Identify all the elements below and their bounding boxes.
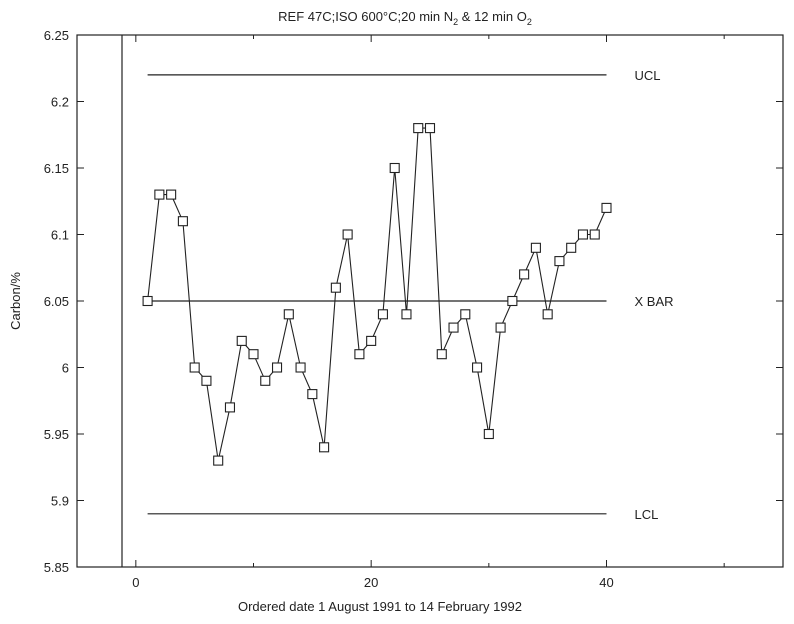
chart-title-subscript-1: 2 <box>453 17 458 27</box>
data-point <box>507 295 518 307</box>
data-point <box>554 256 565 267</box>
chart-title-middle: & 12 min O <box>458 9 527 24</box>
data-point <box>330 282 341 293</box>
data-point <box>319 442 330 453</box>
reference-label-x-bar: X BAR <box>635 294 674 309</box>
reference-lines: UCL X BAR LCL <box>147 68 674 522</box>
reference-label-ucl: UCL <box>635 68 661 83</box>
data-point <box>283 309 294 320</box>
chart-title-subscript-2: 2 <box>527 17 532 27</box>
carbon-series <box>142 123 612 466</box>
data-point <box>213 455 224 466</box>
data-point <box>236 335 247 346</box>
data-point <box>248 349 259 360</box>
data-point <box>566 242 577 253</box>
data-point <box>177 216 188 227</box>
x-axis-label: Ordered date 1 August 1991 to 14 Februar… <box>238 599 522 614</box>
data-point <box>201 375 212 386</box>
y-tick-label: 6.15 <box>44 161 69 176</box>
data-point <box>483 428 494 440</box>
data-point <box>354 349 365 360</box>
data-point <box>495 322 506 333</box>
data-point <box>519 269 530 280</box>
data-point <box>472 362 483 373</box>
data-point <box>601 202 612 213</box>
reference-label-lcl: LCL <box>635 507 659 522</box>
data-point <box>542 309 553 320</box>
series-line <box>147 127 608 461</box>
data-point <box>377 309 388 320</box>
data-point <box>271 362 283 373</box>
y-tick-label: 6 <box>62 361 69 376</box>
data-point <box>307 389 318 400</box>
y-tick-label: 5.95 <box>44 427 69 442</box>
data-point <box>389 162 400 174</box>
x-tick-label: 20 <box>364 575 378 590</box>
y-axis-ticks: 5.85 5.9 5.95 6 6.05 6.1 6.15 6.2 6.25 <box>44 28 783 575</box>
y-tick-label: 6.05 <box>44 294 69 309</box>
chart-title-prefix: REF 47C;ISO 600°C;20 min N <box>278 9 453 24</box>
data-point <box>154 189 165 200</box>
y-axis-label: Carbon/% <box>8 272 23 330</box>
y-tick-label: 6.25 <box>44 28 69 43</box>
data-point <box>413 123 424 134</box>
data-point <box>342 229 353 240</box>
x-tick-label: 0 <box>132 575 139 590</box>
chart-title: REF 47C;ISO 600°C;20 min N2 & 12 min O2 <box>278 9 532 27</box>
data-point <box>366 335 377 346</box>
data-point <box>166 189 177 200</box>
data-point <box>295 362 306 373</box>
data-point <box>260 375 271 386</box>
data-point <box>460 309 471 320</box>
x-axis-ticks: 0 20 40 <box>132 35 725 590</box>
y-tick-label: 5.85 <box>44 560 69 575</box>
data-point <box>530 242 541 253</box>
data-point <box>589 229 600 240</box>
x-tick-label: 40 <box>599 575 613 590</box>
data-point <box>401 309 412 320</box>
data-point <box>189 362 200 373</box>
data-point <box>224 402 236 413</box>
data-point <box>436 349 447 360</box>
data-point <box>448 322 459 333</box>
y-tick-label: 5.9 <box>51 494 69 509</box>
y-tick-label: 6.1 <box>51 228 69 243</box>
data-point <box>577 229 589 240</box>
y-tick-label: 6.2 <box>51 95 69 110</box>
data-point <box>424 123 436 134</box>
data-point <box>142 295 153 307</box>
